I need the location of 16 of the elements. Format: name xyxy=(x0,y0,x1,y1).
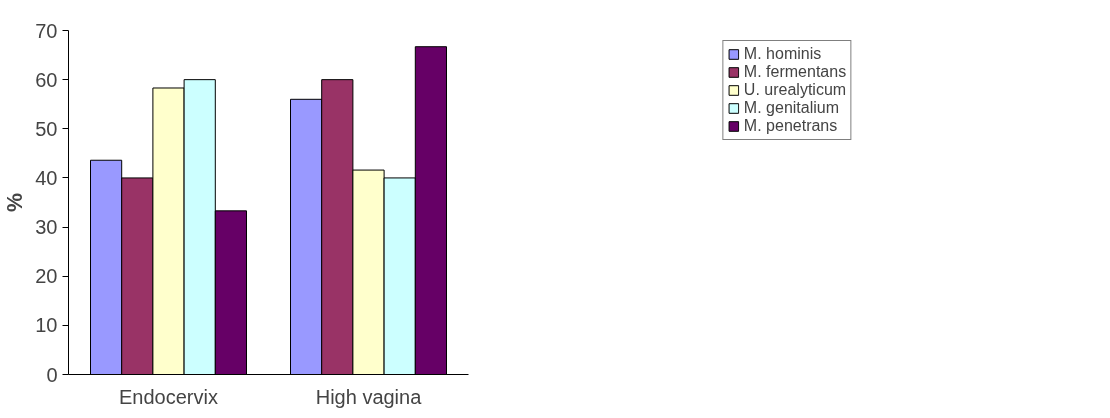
legend-label: M. hominis xyxy=(743,45,822,63)
y-tick-label: 40 xyxy=(35,166,58,189)
y-tick-label: 0 xyxy=(46,363,58,386)
y-tick-label: 70 xyxy=(35,19,58,42)
y-tick-label: 10 xyxy=(35,314,58,337)
x-tick-label: High vagina xyxy=(315,385,423,408)
y-tick-label: 30 xyxy=(35,216,58,239)
x-tick-label: Endocervix xyxy=(119,385,218,408)
y-tick-label: 50 xyxy=(35,117,58,140)
y-tick-label: 20 xyxy=(35,265,58,288)
y-axis-title: % xyxy=(3,192,28,212)
legend-label: U. urealyticum xyxy=(743,81,847,99)
legend-label: M. fermentans xyxy=(743,63,847,81)
y-tick-label: 60 xyxy=(35,68,58,91)
legend-label: M. penetrans xyxy=(743,117,838,135)
legend-label: M. genitalium xyxy=(743,99,840,117)
